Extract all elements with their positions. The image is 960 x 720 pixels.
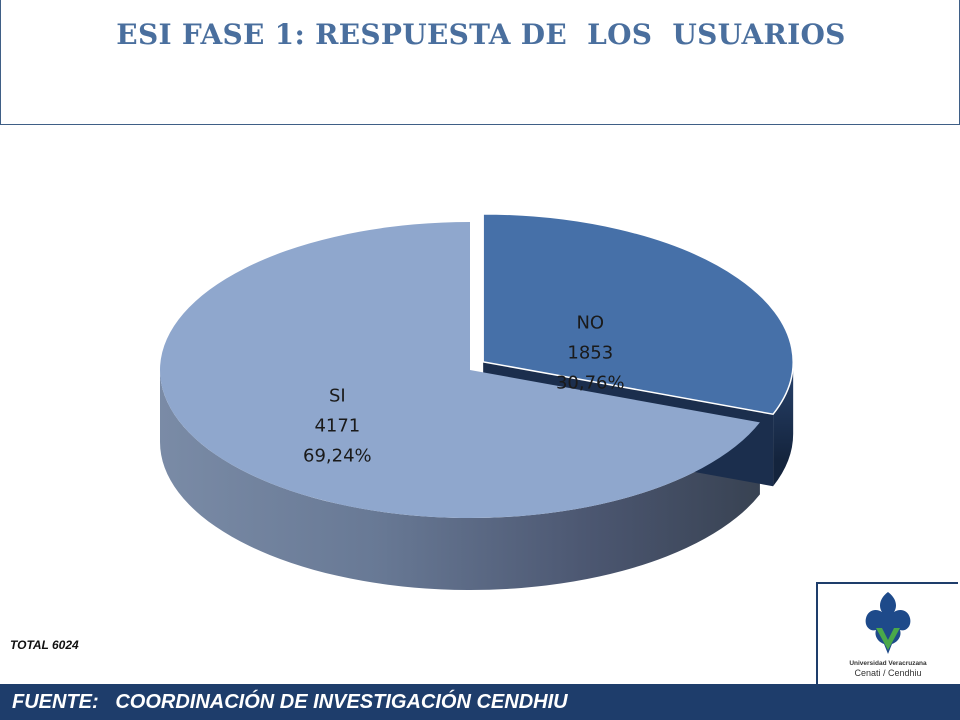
logo-university-name: Universidad Veracruzana (849, 660, 927, 667)
slice-category-label-no: NO (576, 312, 604, 333)
pie-chart: NO 1853 30,76% SI 4171 69,24% (160, 213, 794, 590)
slice-percent-label-si: 69,24% (303, 445, 372, 466)
footer-bar: FUENTE: COORDINACIÓN DE INVESTIGACIÓN CE… (0, 684, 960, 720)
logo-unit-name: Cenati / Cendhiu (854, 668, 922, 678)
pie-side-si (160, 370, 760, 590)
university-logo: Universidad Veracruzana Cenati / Cendhiu (816, 582, 958, 686)
pie-slice-no (482, 213, 794, 416)
university-emblem-icon (865, 592, 911, 654)
page-title: ESI FASE 1: RESPUESTA DE LOS USUARIOS (116, 18, 846, 51)
slice-category-label-si: SI (329, 385, 346, 406)
slice-percent-label-no: 30,76% (556, 372, 625, 393)
footer-source: FUENTE: COORDINACIÓN DE INVESTIGACIÓN CE… (12, 691, 568, 713)
title-box: ESI FASE 1: RESPUESTA DE LOS USUARIOS (0, 0, 960, 125)
pie-side-no (773, 361, 794, 487)
slice-count-label-si: 4171 (314, 415, 360, 436)
pie-slice-si (160, 222, 760, 518)
slice-count-label-no: 1853 (567, 342, 613, 363)
total-label: TOTAL 6024 (10, 638, 79, 652)
